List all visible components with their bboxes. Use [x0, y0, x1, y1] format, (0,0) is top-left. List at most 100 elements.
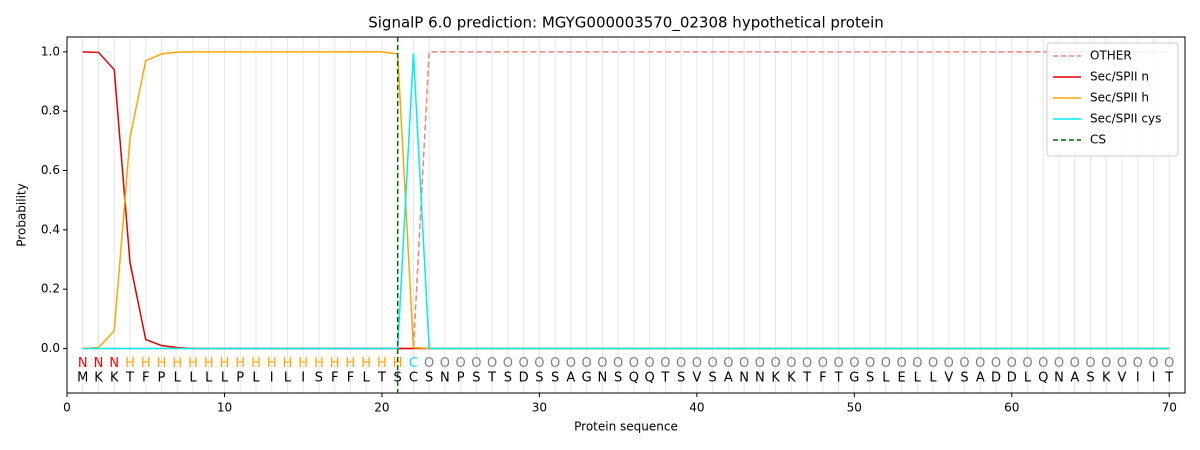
residue: L: [221, 371, 229, 386]
residue-label: O: [975, 356, 985, 371]
residue: P: [457, 371, 465, 386]
residue-label: O: [424, 356, 434, 371]
residue-label: O: [1117, 356, 1127, 371]
residue: N: [440, 371, 450, 386]
residue: F: [142, 371, 149, 386]
chart-title: SignalP 6.0 prediction: MGYG000003570_02…: [368, 14, 884, 33]
legend-label: CS: [1090, 133, 1106, 147]
residue-label: H: [330, 356, 340, 371]
residue: G: [582, 371, 592, 386]
residue: I: [1152, 371, 1156, 386]
residue-label: H: [172, 356, 182, 371]
residue-label: H: [314, 356, 324, 371]
residue-label: O: [1101, 356, 1111, 371]
residue: I: [1136, 371, 1140, 386]
residue: S: [866, 371, 874, 386]
residue-label: O: [912, 356, 922, 371]
residue-label: O: [833, 356, 843, 371]
residue-label: O: [629, 356, 639, 371]
x-tick-label: 30: [532, 401, 547, 415]
residue-label: C: [409, 356, 418, 371]
residue-label: O: [534, 356, 544, 371]
residue: Q: [1038, 371, 1048, 386]
residue: K: [94, 371, 103, 386]
x-tick-label: 10: [217, 401, 232, 415]
residue-label: O: [519, 356, 529, 371]
residue-label: O: [865, 356, 875, 371]
residue: F: [331, 371, 338, 386]
residue: A: [1070, 371, 1079, 386]
residue: L: [914, 371, 922, 386]
residue-label: O: [597, 356, 607, 371]
residue-label: H: [220, 356, 230, 371]
residue: V: [1118, 371, 1127, 386]
residue-label: H: [125, 356, 135, 371]
residue-label: O: [755, 356, 765, 371]
residue: L: [882, 371, 890, 386]
residue-label: H: [251, 356, 261, 371]
residue: S: [394, 371, 402, 386]
residue-label: O: [928, 356, 938, 371]
residue: D: [519, 371, 529, 386]
residue-label: O: [723, 356, 733, 371]
residue: S: [1086, 371, 1094, 386]
residue-label: O: [1085, 356, 1095, 371]
residue: N: [755, 371, 765, 386]
legend-box: [1046, 42, 1179, 157]
legend-label: Sec/SPII cys: [1090, 112, 1161, 126]
residue: T: [802, 371, 811, 386]
residue: F: [347, 371, 354, 386]
residue-label: O: [739, 356, 749, 371]
residue-label: O: [456, 356, 466, 371]
x-tick-label: 50: [847, 401, 862, 415]
residue-label: O: [471, 356, 481, 371]
residue: Q: [629, 371, 639, 386]
residue-label: O: [1038, 356, 1048, 371]
residue: P: [158, 371, 166, 386]
residue-label: N: [78, 356, 88, 371]
residue-label: O: [503, 356, 513, 371]
residue: T: [487, 371, 496, 386]
y-tick-label: 0.4: [41, 222, 60, 236]
x-tick-label: 20: [374, 401, 389, 415]
residue-label: O: [692, 356, 702, 371]
residue: S: [677, 371, 685, 386]
residue-label: O: [613, 356, 623, 371]
residue-label: O: [770, 356, 780, 371]
x-tick-label: 60: [1004, 401, 1019, 415]
y-tick-label: 0.8: [41, 104, 60, 118]
residue: K: [1102, 371, 1111, 386]
residue-label: H: [298, 356, 308, 371]
residue-label: N: [94, 356, 104, 371]
residue: A: [566, 371, 575, 386]
residue: L: [929, 371, 937, 386]
residue: N: [739, 371, 749, 386]
residue-label: O: [881, 356, 891, 371]
residue-label: O: [944, 356, 954, 371]
residue: P: [236, 371, 244, 386]
residue: T: [125, 371, 134, 386]
residue: T: [1164, 371, 1173, 386]
residue: I: [270, 371, 274, 386]
residue-label: O: [818, 356, 828, 371]
residue-label: O: [645, 356, 655, 371]
residue-label: H: [188, 356, 198, 371]
residue: L: [205, 371, 213, 386]
residue: M: [77, 371, 88, 386]
residue: N: [1054, 371, 1064, 386]
y-tick-label: 0.6: [41, 163, 60, 177]
residue: S: [504, 371, 512, 386]
residue: V: [692, 371, 701, 386]
residue: T: [377, 371, 386, 386]
residue: S: [708, 371, 716, 386]
residue: N: [598, 371, 608, 386]
residue-label: O: [707, 356, 717, 371]
residue: S: [614, 371, 622, 386]
residue-label: O: [802, 356, 812, 371]
residue-label: N: [109, 356, 119, 371]
residue-label: O: [440, 356, 450, 371]
residue: L: [189, 371, 197, 386]
residue-label: O: [487, 356, 497, 371]
